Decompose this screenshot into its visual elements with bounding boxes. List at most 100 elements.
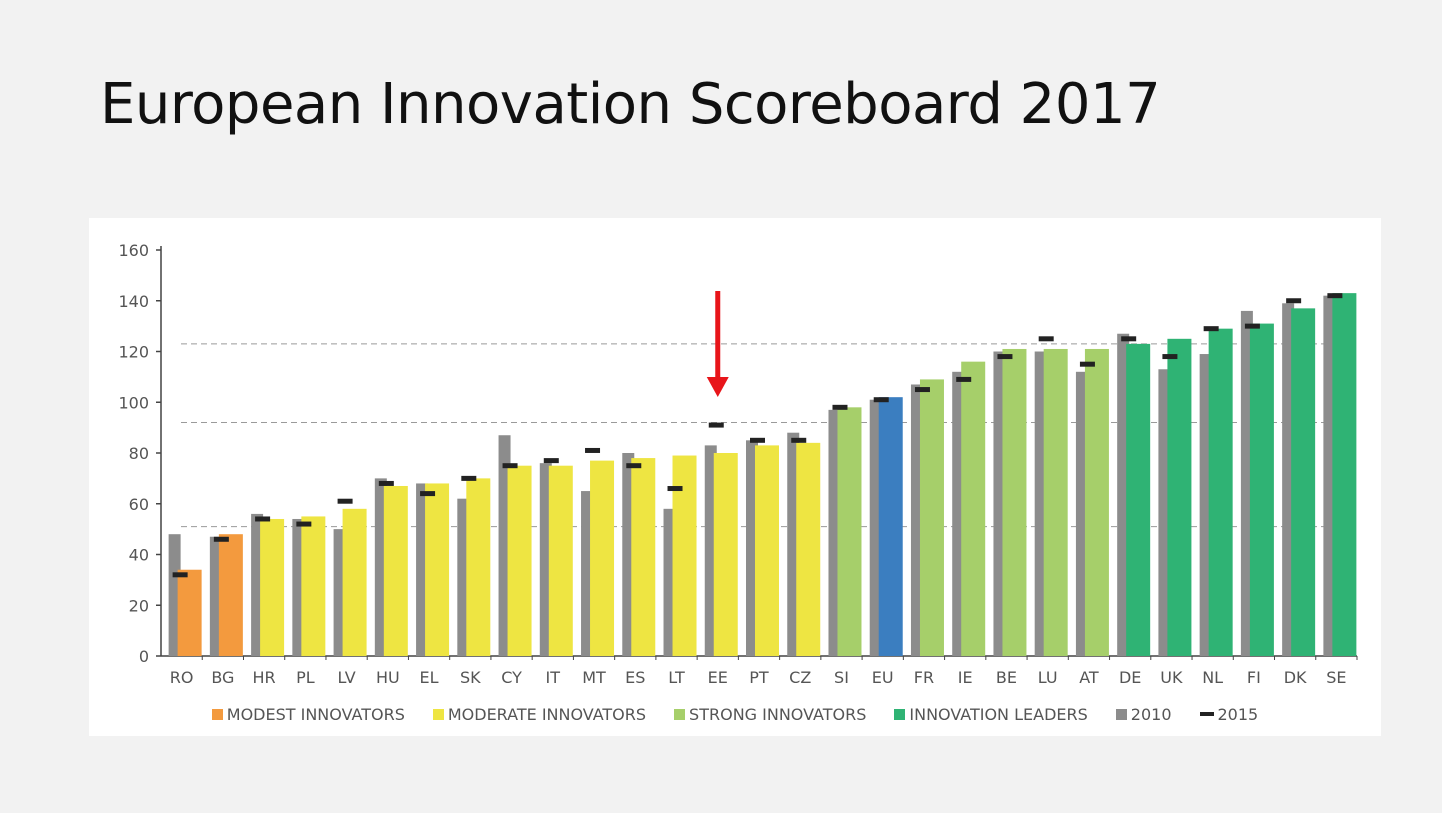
x-tick-label: DE — [1119, 668, 1141, 687]
legend-item-moderate: MODERATE INNOVATORS — [432, 704, 647, 724]
bar-chart: 0 20 40 60 80 100 120 140 160 RO BG HR PL LV HU EL SK CY I… — [118, 241, 1358, 687]
x-tick-label: LU — [1038, 668, 1058, 687]
legend-item-leaders: INNOVATION LEADERS — [894, 704, 1088, 724]
x-tick-label: HR — [253, 668, 276, 687]
bar-2016-sk — [466, 478, 491, 656]
marker-2015-lv — [337, 498, 353, 504]
bar-2016-mt — [590, 460, 615, 656]
y-tick-label: 60 — [129, 495, 149, 514]
y-tick-label: 140 — [118, 292, 149, 311]
bar-2016-ro — [177, 569, 202, 656]
x-tick-label: HU — [376, 668, 400, 687]
marker-2015-be — [997, 354, 1013, 360]
x-tick-label: PL — [296, 668, 315, 687]
legend-item-2010: 2010 — [1115, 704, 1172, 724]
bar-2016-es — [631, 458, 656, 656]
bar-2016-de — [1126, 343, 1151, 656]
bar-2016-dk — [1291, 308, 1316, 656]
legend-label-modest: MODEST INNOVATORS — [226, 704, 405, 724]
x-tick-label: SK — [460, 668, 481, 687]
legend-label-leaders: INNOVATION LEADERS — [909, 704, 1088, 724]
x-tick-label: LT — [668, 668, 685, 687]
legend-label-2015: 2015 — [1217, 704, 1259, 724]
bar-2016-ee — [713, 453, 738, 656]
x-tick-label: EU — [872, 668, 894, 687]
x-tick-label: EE — [708, 668, 728, 687]
marker-2015-lt — [667, 486, 683, 492]
x-tick-label: AT — [1079, 668, 1099, 687]
x-tick-label: ES — [625, 668, 645, 687]
x-tick-label: SI — [834, 668, 849, 687]
legend-item-modest: MODEST INNOVATORS — [211, 704, 405, 724]
legend-item-strong: STRONG INNOVATORS — [674, 705, 866, 724]
bar-2016-it — [548, 465, 573, 656]
marker-2015-eu — [873, 397, 889, 403]
marker-2015-ie — [956, 376, 972, 382]
x-tick-label: CZ — [789, 668, 811, 687]
x-tick-label: BG — [211, 668, 234, 687]
bar-2016-ie — [961, 361, 986, 656]
marker-2015-fr — [914, 387, 930, 393]
marker-2015-lu — [1038, 336, 1054, 342]
bar-2016-uk — [1167, 338, 1192, 656]
x-tick-label: EL — [420, 668, 439, 687]
x-tick-label: CY — [501, 668, 522, 687]
marker-2015-nl — [1203, 326, 1219, 332]
y-tick-label: 0 — [139, 647, 149, 666]
y-tick-label: 120 — [118, 343, 149, 362]
x-tick-label: MT — [582, 668, 606, 687]
marker-2015-fi — [1244, 323, 1260, 329]
y-tick-label: 160 — [118, 241, 149, 260]
bar-2016-lt — [672, 455, 697, 656]
legend-swatch-modest — [211, 708, 223, 720]
legend-item-2015: 2015 — [1199, 704, 1259, 724]
bar-2016-pt — [755, 445, 779, 656]
bar-2016-pl — [301, 516, 326, 656]
legend-label-2010: 2010 — [1130, 704, 1172, 724]
y-tick-label: 100 — [118, 393, 149, 412]
bar-2016-si — [837, 407, 862, 656]
x-tick-label: IE — [958, 668, 973, 687]
marker-2015-de — [1121, 336, 1137, 342]
x-tick-label: RO — [170, 668, 194, 687]
bar-2016-se — [1332, 293, 1357, 656]
marker-2015-pt — [750, 437, 765, 443]
marker-2015-cz — [791, 437, 807, 443]
marker-2015-ro — [172, 572, 188, 578]
marker-2015-hr — [255, 516, 271, 522]
x-tick-label: PT — [749, 668, 769, 687]
x-tick-label: UK — [1160, 668, 1183, 687]
bar-2016-lv — [342, 508, 367, 656]
marker-2015-hu — [378, 480, 394, 486]
marker-2015-si — [832, 404, 848, 410]
x-tick-label: SE — [1326, 668, 1346, 687]
bar-2016-el — [425, 483, 450, 656]
marker-2015-cy — [502, 463, 518, 469]
marker-2015-mt — [585, 447, 601, 453]
slide-title: European Innovation Scoreboard 2017 — [100, 72, 1161, 137]
marker-2015-it — [543, 458, 559, 464]
bar-2016-lu — [1043, 348, 1068, 656]
x-tick-label: NL — [1202, 668, 1223, 687]
marker-2015-bg — [213, 536, 229, 542]
marker-2015-sk — [461, 475, 477, 481]
legend-label-moderate: MODERATE INNOVATORS — [447, 704, 647, 724]
y-tick-label: 40 — [129, 546, 149, 565]
marker-2015-ee — [708, 422, 724, 428]
bar-2016-hr — [260, 518, 285, 656]
x-tick-label: FR — [914, 668, 934, 687]
bar-2016-fr — [919, 379, 944, 656]
highlight-arrow-head — [706, 377, 729, 397]
bar-2016-cy — [507, 465, 532, 656]
bar-2016-at — [1084, 348, 1109, 656]
bar-2016-nl — [1208, 328, 1233, 656]
bar-2016-cz — [796, 442, 821, 656]
y-tick-label: 20 — [129, 596, 149, 615]
legend-swatch-strong — [674, 708, 686, 720]
bar-2016-fi — [1249, 323, 1274, 656]
x-tick-label: DK — [1284, 668, 1307, 687]
chart-legend: MODEST INNOVATORS MODERATE INNOVATORS ST… — [89, 702, 1381, 726]
y-tick-label: 80 — [129, 444, 149, 463]
marker-2015-es — [626, 463, 642, 469]
x-tick-label: FI — [1247, 668, 1261, 687]
